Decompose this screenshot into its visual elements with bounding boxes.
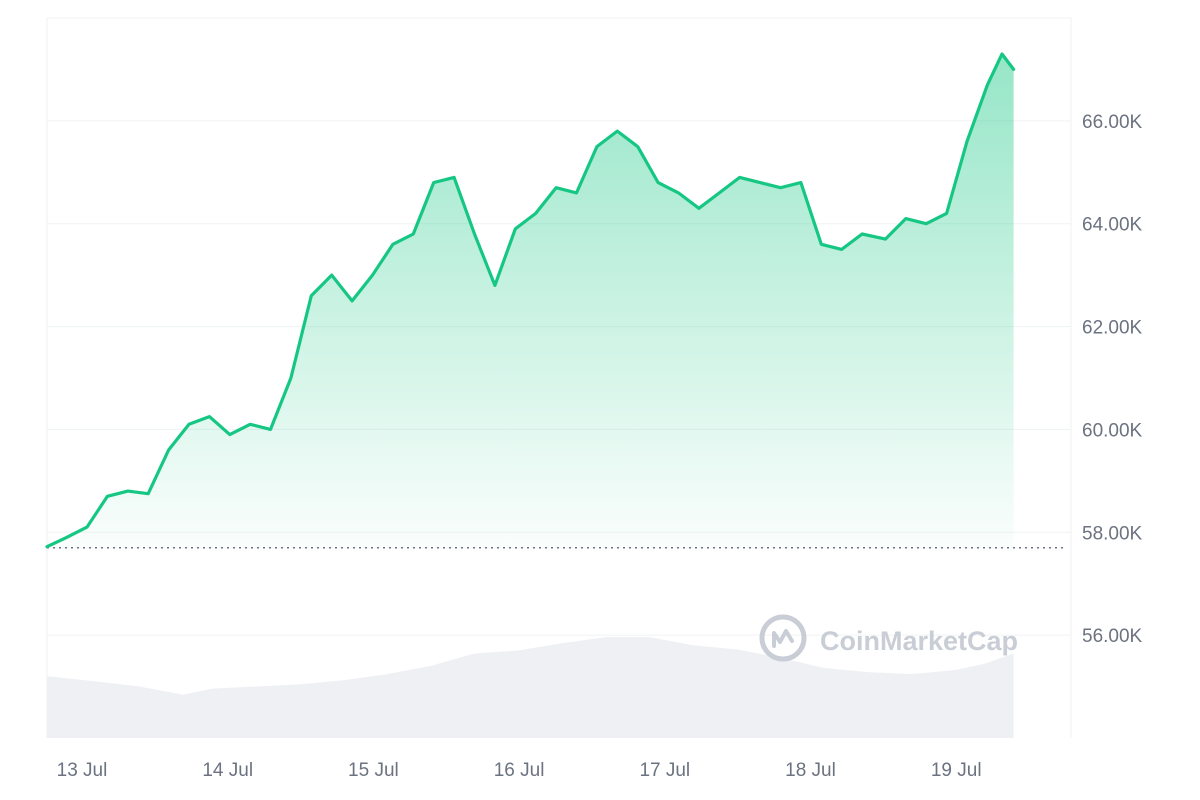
x-tick-label: 19 Jul xyxy=(931,760,982,781)
x-tick-label: 18 Jul xyxy=(785,760,836,781)
watermark-text: CoinMarketCap xyxy=(820,626,1018,656)
x-tick-label: 15 Jul xyxy=(348,760,399,781)
x-tick-label: 14 Jul xyxy=(202,760,253,781)
y-axis: 56.00K 58.00K 60.00K 62.00K 64.00K 66.00K xyxy=(1082,112,1143,647)
price-series-line xyxy=(45,52,1016,549)
y-tick-label: 62.00K xyxy=(1082,318,1143,339)
x-tick-label: 17 Jul xyxy=(639,760,690,781)
y-tick-label: 56.00K xyxy=(1082,626,1143,647)
volume-shape xyxy=(46,637,1014,738)
x-tick-label: 13 Jul xyxy=(57,760,108,781)
y-tick-label: 64.00K xyxy=(1082,215,1143,236)
coinmarketcap-logo-icon xyxy=(759,614,807,662)
plot-frame xyxy=(46,17,1072,738)
x-tick-label: 16 Jul xyxy=(494,760,545,781)
x-axis: 13 Jul 14 Jul 15 Jul 16 Jul 17 Jul 18 Jul 19 J… xyxy=(57,760,982,781)
volume-area xyxy=(46,637,1014,738)
price-area xyxy=(47,54,1014,548)
watermark: CoinMarketCap xyxy=(759,614,1018,662)
y-tick-label: 66.00K xyxy=(1082,112,1143,133)
price-area-fill xyxy=(47,54,1014,548)
y-tick-label: 58.00K xyxy=(1082,523,1143,544)
y-tick-label: 60.00K xyxy=(1082,420,1143,441)
price-line xyxy=(45,52,1016,549)
